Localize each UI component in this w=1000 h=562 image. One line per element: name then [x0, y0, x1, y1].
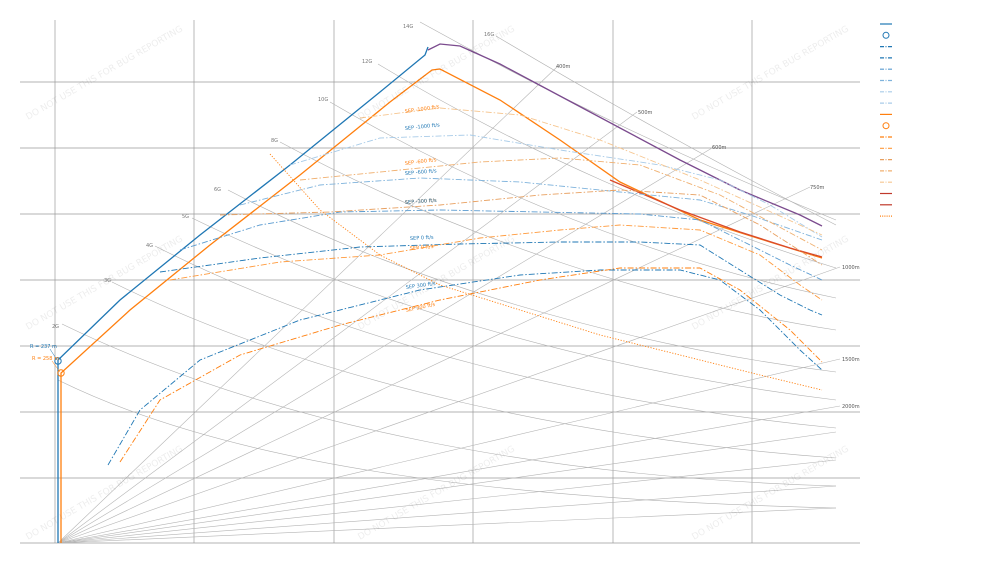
g-label: 14G: [403, 24, 413, 30]
g-curve-4: [279, 141, 837, 331]
radius-label: 600m: [712, 145, 727, 151]
g-label: 12G: [362, 59, 372, 65]
series-orange-sep-minus300: [219, 189, 823, 266]
series-blue-sep-0: [159, 241, 823, 316]
chart-labels: SEP -1000 ft/s SEP -1000 ft/s SEP -600 ft/…: [30, 104, 441, 377]
radius-line-2: [57, 147, 713, 544]
g-curve-2: [377, 63, 837, 269]
sep-label: SEP 300 ft/s: [405, 281, 436, 291]
start-point-leader: [49, 348, 58, 361]
watermark-text: DO NOT USE THIS FOR BUG REPORTING: [25, 24, 185, 122]
sep-label: SEP -600 ft/s: [405, 168, 438, 177]
g-curve-5: [227, 189, 837, 373]
g-curve-7: [154, 245, 837, 429]
radius-label: 500m: [638, 110, 653, 116]
g-label: 2G: [52, 324, 59, 330]
watermark-text: DO NOT USE THIS FOR BUG REPORTING: [691, 234, 851, 332]
start-point-leader: [51, 360, 61, 373]
series-blue-sep-minus600: [239, 177, 823, 241]
radius-line-3: [57, 186, 811, 544]
series-structural-limit: [427, 43, 823, 227]
sep-label: SEP -300 ft/s: [405, 198, 438, 206]
sep-label: SEP 0 ft/s: [410, 235, 434, 242]
series-orange-sep-0: [169, 224, 823, 301]
radius-line-8: [57, 459, 837, 544]
g-label: 10G: [318, 97, 328, 103]
turn-radius-lines: 400m 500m 600m 750m 1000m 1500m 2000m: [57, 64, 860, 544]
g-curve-10: [57, 379, 837, 509]
grid: [20, 20, 860, 544]
g-label: 16G: [484, 32, 494, 38]
radius-line-4: [57, 266, 841, 544]
radius-line-9: [57, 485, 837, 544]
g-curve-6: [191, 217, 837, 401]
radius-label: 2000m: [842, 404, 860, 410]
series-blue-limit: [57, 46, 429, 543]
g-label: 3G: [104, 278, 111, 284]
series-blue-sep-minus1000: [289, 134, 823, 238]
radius-line-6: [57, 405, 841, 544]
g-curve-8: [111, 281, 837, 459]
radius-label: 750m: [810, 185, 825, 191]
series-structural-limit-2: [609, 179, 823, 258]
series-orange-sep-minus600: [299, 157, 823, 251]
start-point-label: R = 258 m: [32, 356, 59, 362]
watermark-text: DO NOT USE THIS FOR BUG REPORTING: [691, 24, 851, 122]
series-lines: [57, 43, 823, 543]
start-point-marker: [57, 369, 65, 377]
legend-marker: [882, 122, 890, 130]
series-blue-sep-300: [107, 269, 823, 466]
g-label: 8G: [271, 138, 278, 144]
g-label: 5G: [182, 214, 189, 220]
g-load-curves: 14G 16G 12G 10G 8G 6G 5G 4G 3G 2G: [52, 21, 837, 509]
g-curve-1: [495, 35, 837, 226]
watermark-text: DO NOT USE THIS FOR BUG REPORTING: [25, 444, 185, 542]
sep-label: SEP -600 ft/s: [405, 157, 438, 167]
start-point-marker: [54, 357, 62, 365]
g-curve-9: [61, 323, 837, 487]
series-orange-sep-300: [119, 267, 823, 463]
series-orange-limit: [60, 68, 823, 543]
sep-label: SEP 0 ft/s: [410, 244, 434, 252]
g-label: 6G: [214, 187, 221, 193]
watermarks: DO NOT USE THIS FOR BUG REPORTING DO NOT …: [25, 24, 851, 542]
sep-label: SEP -300 ft/s: [405, 198, 438, 206]
start-point-label: R = 237 m: [30, 344, 57, 350]
series-blue-sep-minus300: [179, 209, 823, 281]
legend: [880, 23, 892, 217]
watermark-text: DO NOT USE THIS FOR BUG REPORTING: [357, 444, 517, 542]
g-label: 4G: [146, 243, 153, 249]
radius-line-0: [57, 65, 559, 544]
watermark-text: DO NOT USE THIS FOR BUG REPORTING: [357, 234, 517, 332]
radius-line-5: [57, 358, 841, 544]
sep-label: SEP -1000 ft/s: [405, 122, 441, 132]
watermark-text: DO NOT USE THIS FOR BUG REPORTING: [25, 234, 185, 332]
radius-line-10: [57, 507, 837, 544]
radius-label: 1000m: [842, 265, 860, 271]
legend-marker: [882, 31, 890, 39]
watermark-text: DO NOT USE THIS FOR BUG REPORTING: [691, 444, 851, 542]
radius-label: 400m: [556, 64, 571, 70]
radius-label: 1500m: [842, 357, 860, 363]
sep-label: SEP -1000 ft/s: [404, 104, 440, 115]
radius-line-7: [57, 431, 837, 544]
